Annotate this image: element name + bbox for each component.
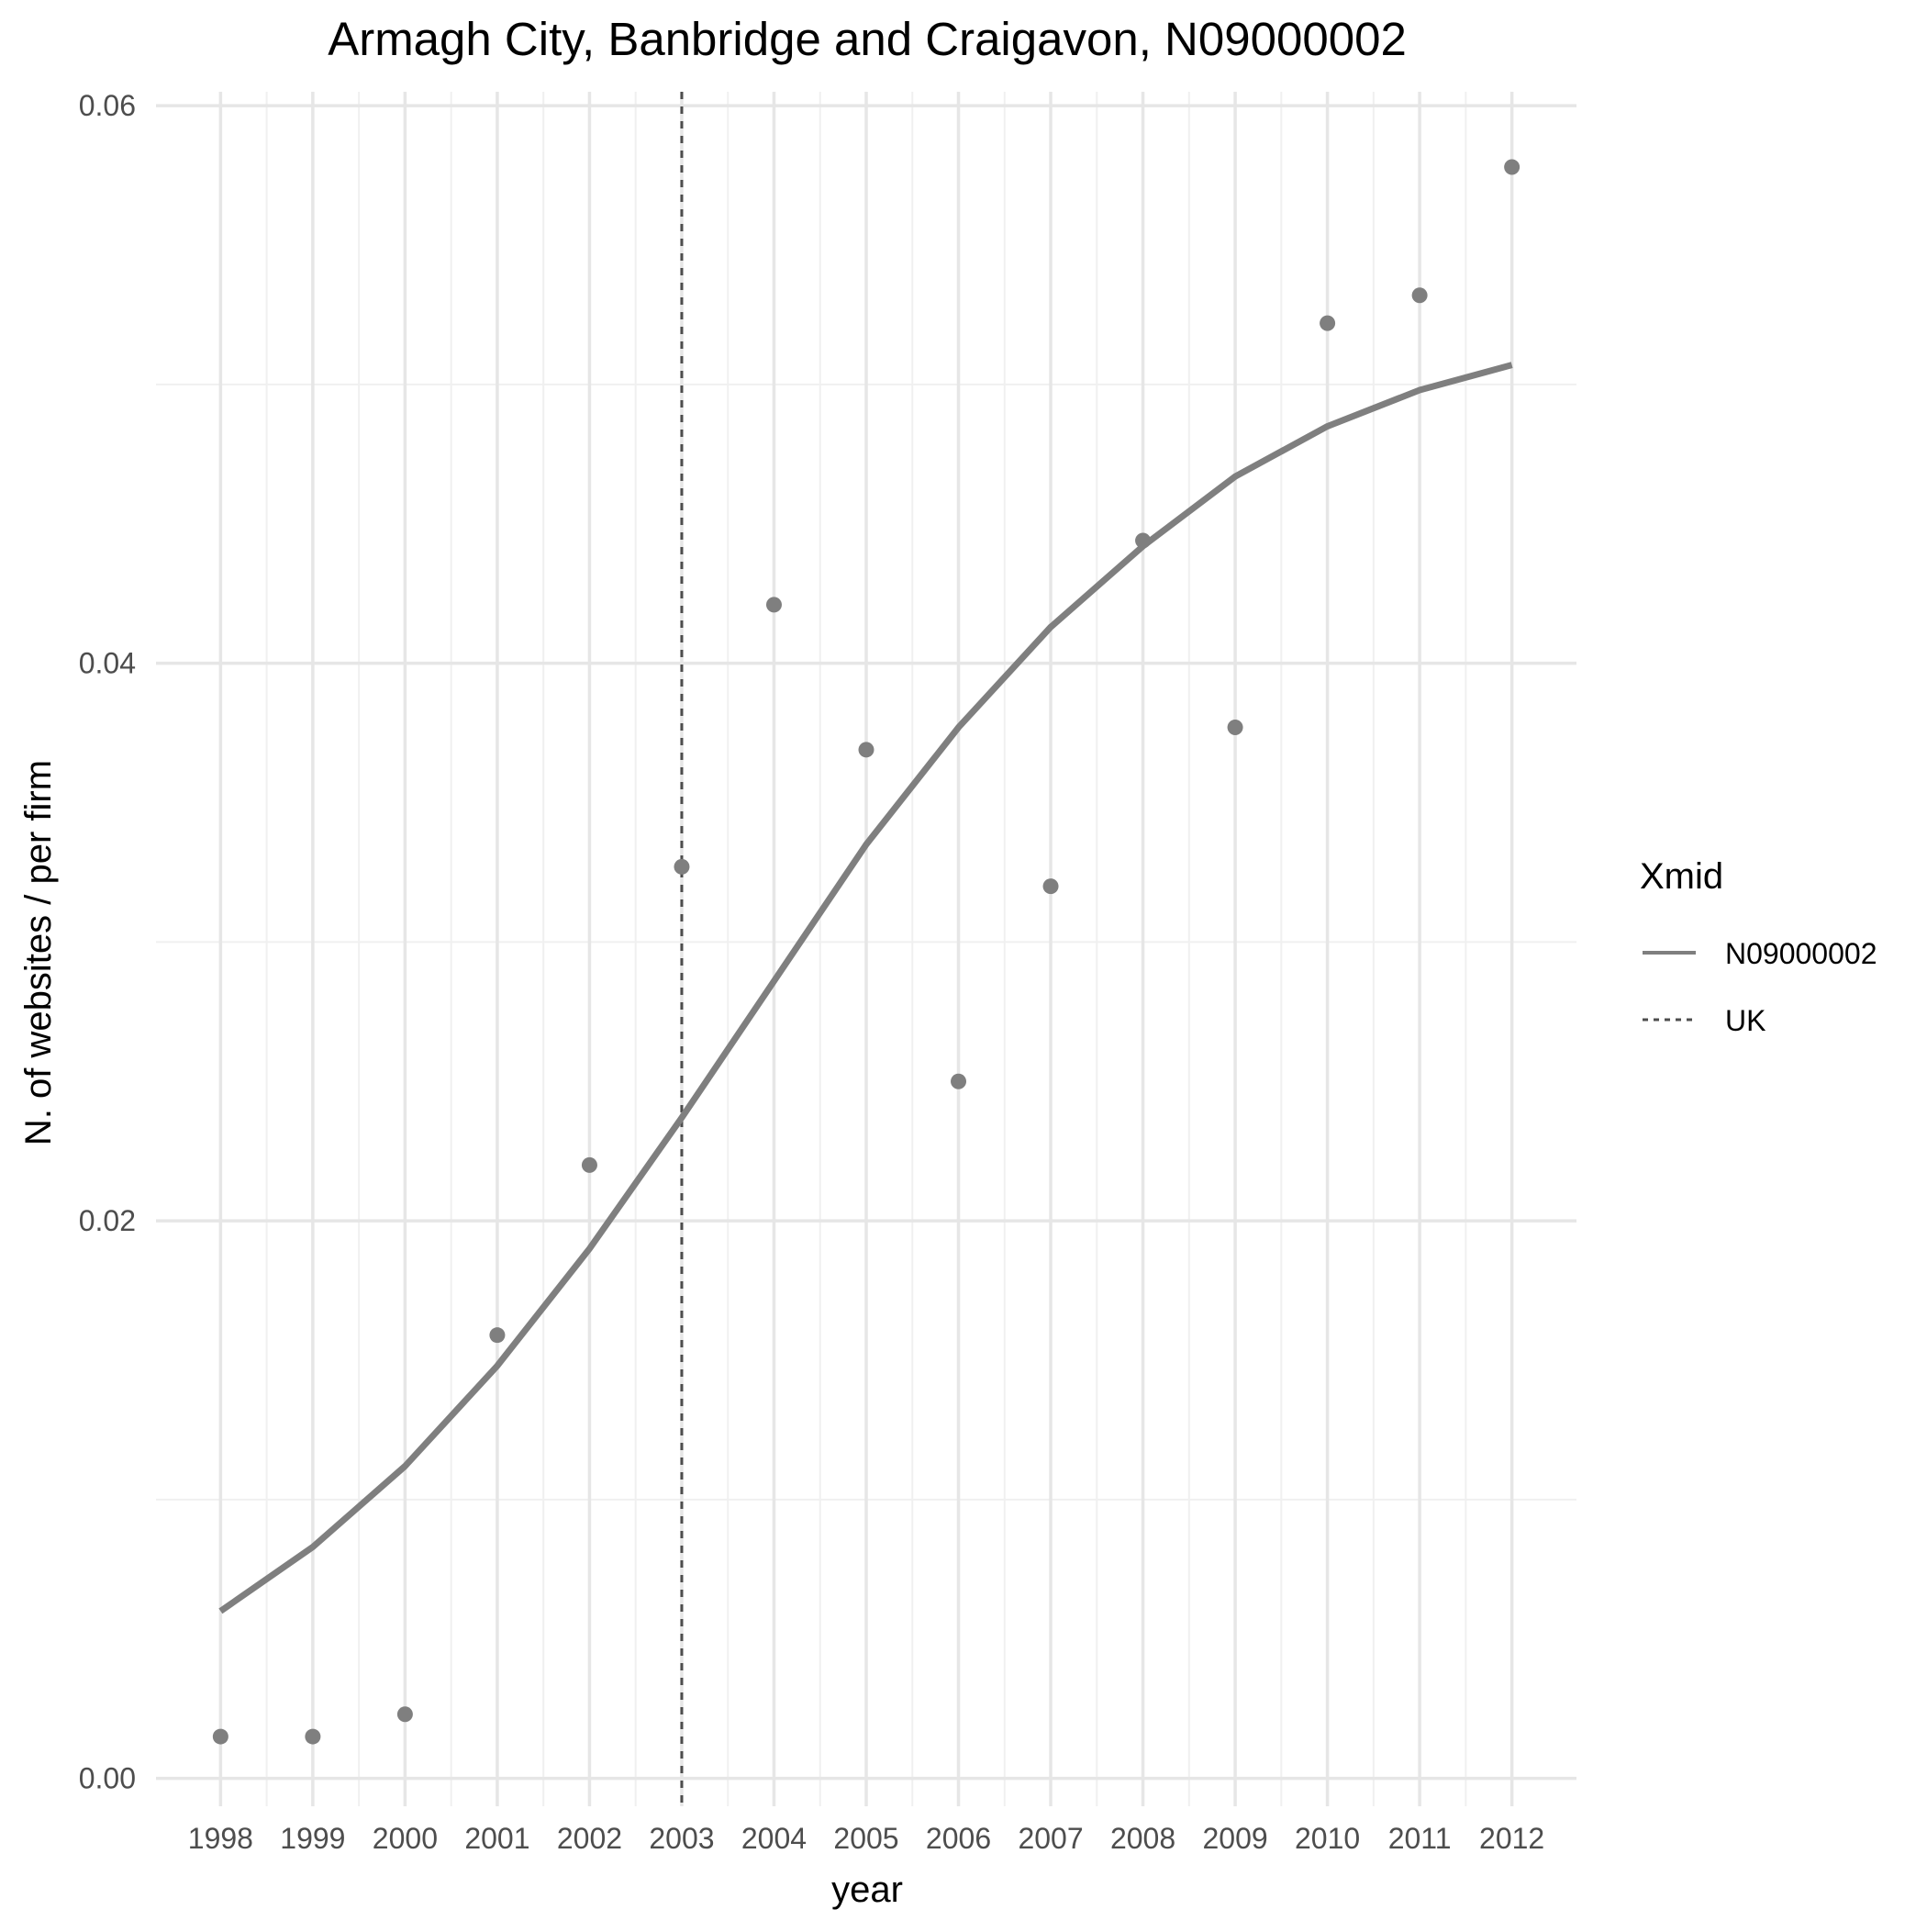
chart-title: Armagh City, Banbridge and Craigavon, N0… xyxy=(328,13,1407,65)
x-tick-label: 2008 xyxy=(1110,1822,1175,1855)
data-point xyxy=(1227,720,1243,736)
x-tick-label: 2000 xyxy=(373,1822,438,1855)
y-tick-label: 0.06 xyxy=(79,89,136,122)
data-point xyxy=(858,742,874,758)
data-point xyxy=(1135,532,1152,549)
x-tick-label: 2012 xyxy=(1479,1822,1544,1855)
data-point xyxy=(1320,315,1336,331)
x-tick-label: 2002 xyxy=(557,1822,622,1855)
x-tick-label: 2005 xyxy=(833,1822,898,1855)
series-line-n09000002 xyxy=(218,362,1513,1614)
x-tick-label: 2009 xyxy=(1202,1822,1267,1855)
y-axis-title: N. of websites / per firm xyxy=(18,760,59,1145)
legend: Xmid N09000002 UK xyxy=(1640,856,1877,1037)
legend-title: Xmid xyxy=(1640,856,1723,897)
x-tick-label: 2001 xyxy=(464,1822,529,1855)
data-point xyxy=(305,1728,321,1745)
x-tick-label: 1998 xyxy=(188,1822,253,1855)
x-tick-label: 2007 xyxy=(1018,1822,1083,1855)
legend-label-n09000002: N09000002 xyxy=(1725,937,1877,970)
x-tick-label: 2010 xyxy=(1295,1822,1360,1855)
y-tick-label: 0.00 xyxy=(79,1762,136,1795)
data-point xyxy=(1411,287,1428,304)
plot-marks xyxy=(212,92,1520,1806)
legend-label-uk: UK xyxy=(1725,1004,1765,1037)
x-tick-label: 1999 xyxy=(280,1822,345,1855)
data-point xyxy=(489,1327,506,1344)
x-tick-label: 2011 xyxy=(1388,1822,1452,1855)
x-tick-label: 2003 xyxy=(649,1822,714,1855)
x-tick-label: 2006 xyxy=(926,1822,991,1855)
data-point xyxy=(396,1706,413,1723)
x-axis-title: year xyxy=(831,1870,903,1910)
y-tick-label: 0.02 xyxy=(79,1204,136,1237)
data-point xyxy=(674,858,690,875)
data-point xyxy=(951,1073,967,1089)
data-point xyxy=(1042,878,1059,895)
data-point xyxy=(581,1156,597,1173)
x-tick-label: 2004 xyxy=(741,1822,807,1855)
y-tick-label: 0.04 xyxy=(79,647,136,680)
data-point xyxy=(212,1728,228,1745)
data-point xyxy=(765,597,782,613)
data-point xyxy=(1504,159,1520,175)
grid xyxy=(156,92,1576,1806)
axes: 1998 1999 2000 2001 2002 2003 2004 2005 2006 2007… xyxy=(79,89,1545,1855)
